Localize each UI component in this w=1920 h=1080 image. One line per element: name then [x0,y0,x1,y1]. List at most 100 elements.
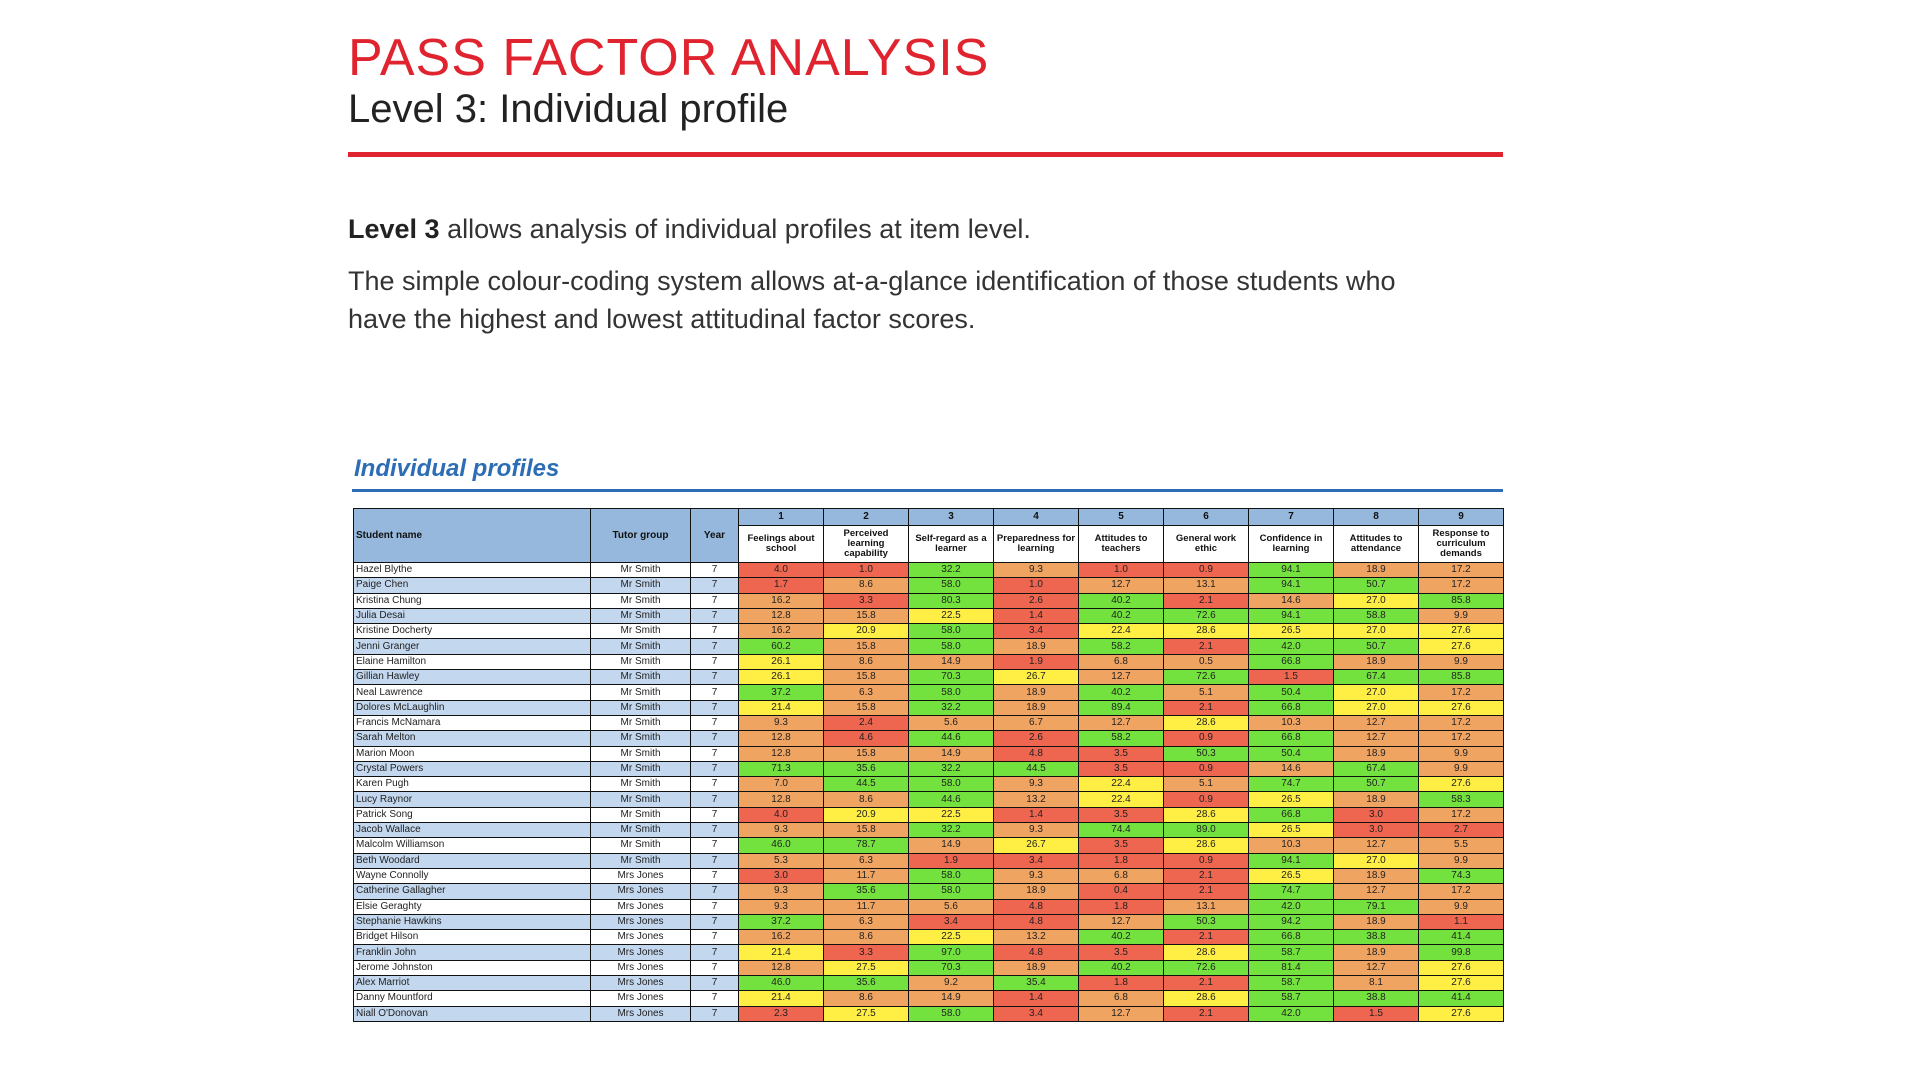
student-name: Niall O'Donovan [353,1005,591,1022]
factor-score-7: 14.6 [1248,760,1334,778]
factor-score-3: 3.4 [908,913,994,931]
tutor-group: Mr Smith [590,714,691,732]
factor-score-7: 26.5 [1248,822,1334,839]
tutor-group: Mr Smith [590,791,691,808]
factor-score-2: 44.5 [823,776,909,793]
factor-score-8: 18.9 [1333,745,1419,762]
section-divider [352,489,1503,492]
factor-score-7: 50.4 [1248,745,1334,762]
year: 7 [690,730,739,747]
factor-score-8: 67.4 [1333,669,1419,686]
factor-score-5: 6.8 [1078,990,1164,1007]
factor-score-3: 14.9 [908,990,994,1007]
factor-score-1: 16.2 [738,592,824,609]
factor-score-5: 12.7 [1078,669,1164,686]
intro-bold: Level 3 [348,214,440,244]
factor-score-8: 67.4 [1333,760,1419,778]
factor-score-8: 50.7 [1333,577,1419,594]
tutor-group: Mrs Jones [590,990,691,1007]
tutor-group: Mr Smith [590,592,691,609]
factor-score-6: 5.1 [1163,776,1249,793]
tutor-group: Mr Smith [590,684,691,701]
factor-score-3: 44.6 [908,730,994,747]
factor-score-3: 58.0 [908,623,994,640]
factor-score-3: 97.0 [908,944,994,961]
factor-score-8: 79.1 [1333,898,1419,915]
student-name: Jacob Wallace [353,822,591,839]
factor-label-1: Feelings about school [738,525,824,563]
factor-score-1: 71.3 [738,760,824,778]
table-row: Stephanie Hawkins Mrs Jones 7 37.2 6.3 3.4 4.8… [353,913,1504,931]
year: 7 [690,760,739,778]
factor-score-6: 28.6 [1163,623,1249,640]
factor-score-1: 5.3 [738,852,824,869]
factor-number-3: 3 [908,508,994,526]
year: 7 [690,638,739,655]
factor-score-6: 2.1 [1163,867,1249,885]
factor-score-6: 89.0 [1163,822,1249,839]
factor-score-3: 58.0 [908,1005,994,1022]
year: 7 [690,837,739,854]
factor-score-3: 58.0 [908,883,994,900]
factor-number-4: 4 [993,508,1079,526]
factor-score-3: 32.2 [908,561,994,579]
factor-score-5: 12.7 [1078,1005,1164,1022]
table-row: Danny Mountford Mrs Jones 7 21.4 8.6 14.9 1.4 6… [353,990,1504,1007]
factor-score-2: 6.3 [823,852,909,869]
table-row: Kristina Chung Mr Smith 7 16.2 3.3 80.3 2.6 40.… [353,592,1504,609]
factor-score-9: 9.9 [1418,898,1504,915]
factor-score-2: 8.6 [823,577,909,594]
factor-score-5: 6.8 [1078,653,1164,671]
factor-score-1: 2.3 [738,1005,824,1022]
factor-score-8: 3.0 [1333,806,1419,824]
factor-label-7: Confidence in learning [1248,525,1334,563]
factor-score-4: 44.5 [993,760,1079,778]
factor-score-6: 13.1 [1163,898,1249,915]
factor-score-6: 72.6 [1163,669,1249,686]
year: 7 [690,867,739,885]
factor-score-5: 40.2 [1078,607,1164,625]
table-row: Julia Desai Mr Smith 7 12.8 15.8 22.5 1.4 40.2 7… [353,607,1504,625]
factor-label-9: Response to curriculum demands [1418,525,1504,563]
year: 7 [690,990,739,1007]
factor-score-2: 8.6 [823,929,909,946]
student-name: Franklin John [353,944,591,961]
factor-score-5: 22.4 [1078,623,1164,640]
factor-score-4: 4.8 [993,944,1079,961]
factor-score-1: 26.1 [738,653,824,671]
factor-score-8: 18.9 [1333,653,1419,671]
factor-score-3: 32.2 [908,760,994,778]
factor-score-1: 21.4 [738,990,824,1007]
factor-score-6: 28.6 [1163,837,1249,854]
year: 7 [690,929,739,946]
factor-score-5: 1.8 [1078,975,1164,992]
factor-score-1: 3.0 [738,867,824,885]
factor-score-8: 50.7 [1333,776,1419,793]
factor-score-4: 35.4 [993,975,1079,992]
table-row: Neal Lawrence Mr Smith 7 37.2 6.3 58.0 18.9 40.… [353,684,1504,701]
factor-score-3: 5.6 [908,898,994,915]
factor-score-2: 1.0 [823,561,909,579]
factor-score-7: 74.7 [1248,883,1334,900]
factor-score-4: 18.9 [993,959,1079,977]
factor-score-6: 2.1 [1163,975,1249,992]
factor-score-1: 46.0 [738,837,824,854]
tutor-group: Mr Smith [590,730,691,747]
factor-label-8: Attitudes to attendance [1333,525,1419,563]
factor-score-2: 20.9 [823,806,909,824]
factor-score-2: 15.8 [823,638,909,655]
tutor-group: Mr Smith [590,699,691,716]
factor-score-1: 12.8 [738,791,824,808]
factor-score-2: 8.6 [823,791,909,808]
tutor-group: Mrs Jones [590,929,691,946]
factor-score-1: 46.0 [738,975,824,992]
factor-score-6: 50.3 [1163,745,1249,762]
factor-score-1: 9.3 [738,898,824,915]
factor-score-5: 89.4 [1078,699,1164,716]
factor-score-4: 26.7 [993,837,1079,854]
student-name: Kristine Docherty [353,623,591,640]
year: 7 [690,791,739,808]
table-row: Alex Marriot Mrs Jones 7 46.0 35.6 9.2 35.4 1.8… [353,975,1504,992]
factor-score-6: 28.6 [1163,806,1249,824]
factor-score-6: 0.9 [1163,730,1249,747]
